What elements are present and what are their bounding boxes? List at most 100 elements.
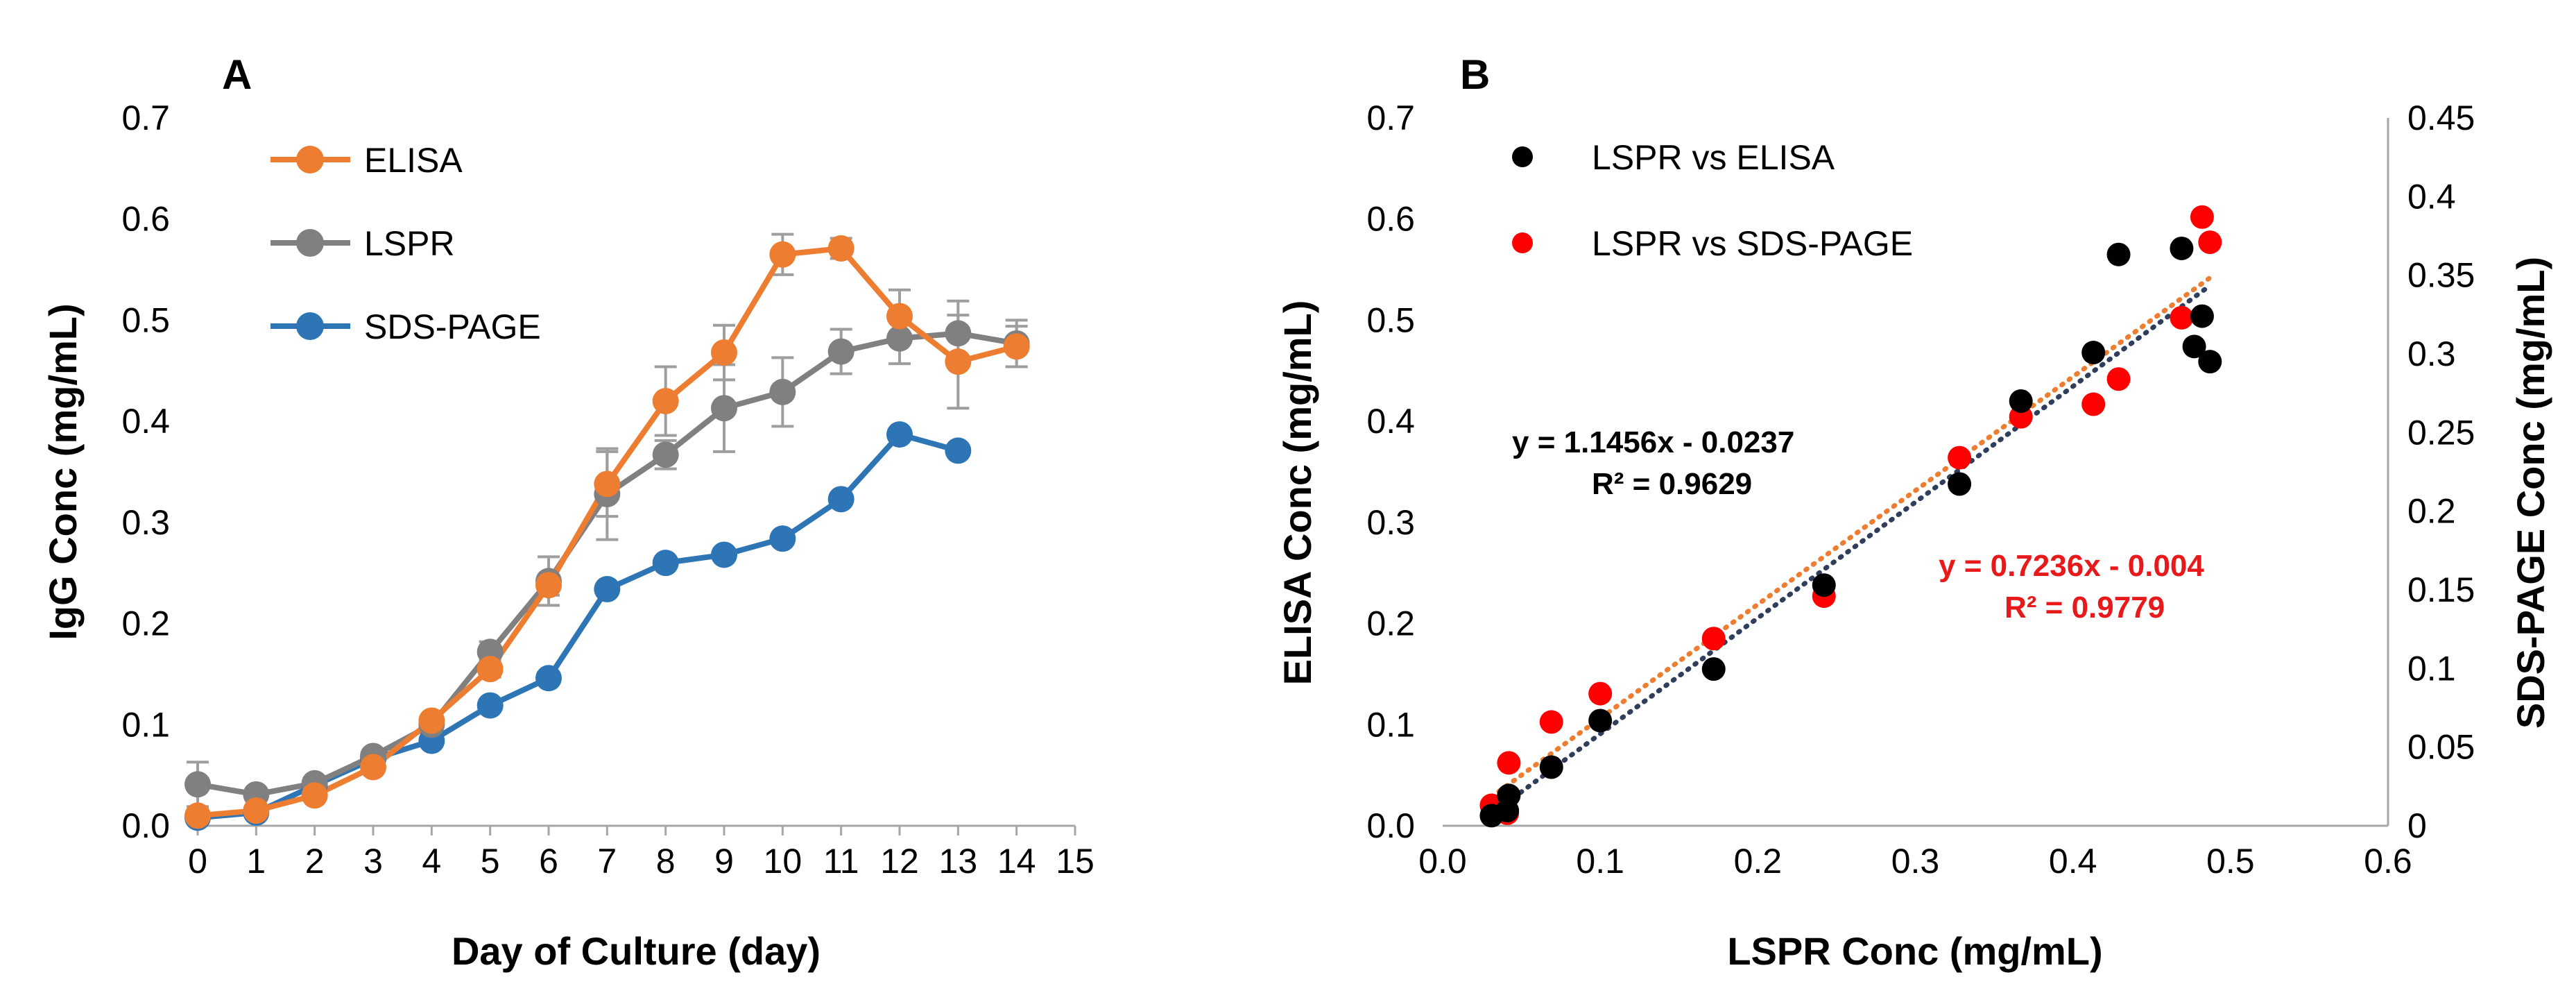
y2-tick-label: 0.15	[2407, 570, 2475, 609]
data-point-lspr-vs-sds-page	[2198, 230, 2222, 255]
data-point-lspr-vs-sds-page	[1948, 445, 1972, 470]
legend-label-lspr: LSPR	[364, 224, 455, 263]
data-point-sds-page	[769, 525, 796, 552]
data-point-lspr	[711, 395, 737, 422]
data-point-lspr-vs-sds-page	[1588, 681, 1613, 706]
panel-b-y-axis-title: ELISA Conc (mg/mL)	[1276, 300, 1319, 686]
panel-b-legend: LSPR vs ELISA LSPR vs SDS-PAGE	[1512, 138, 1913, 263]
legend-marker-sds-page	[296, 312, 324, 340]
data-point-lspr-vs-elisa	[1701, 657, 1726, 681]
data-point-lspr-vs-elisa	[2081, 341, 2106, 365]
data-point-lspr-vs-sds-page	[1701, 627, 1726, 651]
y-tick-label: 0.3	[1366, 503, 1415, 542]
data-point-elisa	[652, 388, 679, 414]
data-point-elisa	[827, 235, 855, 262]
data-point-elisa	[769, 241, 796, 268]
panel-b-scatter-chart: B 0.0 0.1 0.2 0.3 0.4 0.5 0.6 0.00.10.20.30.40…	[1276, 51, 2552, 973]
data-point-sds-page	[652, 550, 679, 577]
x-tick-label: 0.2	[1734, 842, 1783, 881]
data-point-elisa	[535, 572, 562, 599]
y2-tick-label: 0.35	[2407, 256, 2475, 295]
y2-tick-label: 0.3	[2407, 334, 2456, 373]
panel-b-y-tick-labels: 0.0 0.1 0.2 0.3 0.4 0.5 0.6 0.7	[1366, 99, 1415, 845]
y-tick-label: 0.2	[1366, 604, 1415, 643]
data-point-sds-page	[945, 437, 972, 464]
panel-a-x-axis-title: Day of Culture (day)	[452, 929, 821, 973]
legend-marker-elisa	[296, 146, 324, 173]
data-point-lspr-vs-sds-page	[1497, 751, 1521, 775]
y-tick-label: 0.0	[121, 806, 170, 845]
data-point-lspr-vs-sds-page	[2190, 205, 2214, 229]
data-point-lspr-vs-elisa	[1497, 783, 1521, 808]
panel-a-y-tick-labels: 0.0 0.1 0.2 0.3 0.4 0.5 0.6 0.7	[121, 99, 170, 845]
panel-a-line-chart: A 0 1 2 3 4 5 6 7 8 9 10 11 12 13 14 15 0.00.10.20.30.4…	[41, 51, 1094, 973]
data-point-elisa	[360, 754, 386, 781]
y2-tick-label: 0.05	[2407, 728, 2475, 767]
data-point-elisa	[1003, 333, 1030, 360]
data-point-sds-page	[711, 541, 737, 568]
x-tick-label: 9	[714, 842, 734, 881]
y-tick-label: 0.1	[121, 705, 170, 744]
y2-tick-label: 0	[2407, 806, 2427, 845]
data-point-lspr-vs-sds-page	[1539, 710, 1563, 734]
data-point-lspr-vs-elisa	[1539, 755, 1563, 779]
y2-tick-label: 0.45	[2407, 99, 2475, 137]
panel-a-x-tick-labels: 0 1 2 3 4 5 6 7 8 9 10 11 12 13 14 15	[188, 842, 1094, 881]
panel-b-axes	[1443, 118, 2389, 827]
x-tick-label: 6	[539, 842, 558, 881]
data-point-elisa	[301, 782, 328, 809]
data-point-lspr-vs-elisa	[2106, 242, 2131, 266]
data-point-lspr-vs-elisa	[1812, 573, 1836, 597]
panel-b-trendlines	[1488, 275, 2213, 817]
data-point-sds-page	[535, 665, 562, 692]
panel-b-x-axis-title: LSPR Conc (mg/mL)	[1727, 929, 2102, 973]
y2-tick-label: 0.1	[2407, 649, 2456, 688]
data-point-elisa	[594, 470, 621, 498]
y-tick-label: 0.6	[1366, 200, 1415, 239]
data-point-lspr-vs-elisa	[2182, 334, 2206, 359]
legend-label-elisa: ELISA	[364, 141, 463, 180]
data-point-elisa	[243, 797, 270, 824]
data-point-lspr-vs-elisa	[1588, 708, 1613, 733]
y-tick-label: 0.0	[1366, 806, 1415, 845]
x-tick-label: 0.6	[2364, 842, 2412, 881]
x-tick-label: 3	[363, 842, 383, 881]
data-point-lspr	[769, 378, 796, 405]
data-point-sds-page	[886, 421, 913, 448]
y2-tick-label: 0.2	[2407, 492, 2456, 531]
data-point-lspr-vs-elisa	[1948, 472, 1972, 496]
legend-label-sds-page: SDS-PAGE	[364, 307, 541, 346]
x-tick-label: 1	[246, 842, 266, 881]
data-point-lspr	[886, 325, 913, 352]
legend-marker-lspr	[296, 229, 324, 257]
x-tick-label: 0.5	[2206, 842, 2255, 881]
panel-b-y2-tick-labels: 0 0.05 0.1 0.15 0.2 0.25 0.3 0.35 0.4 0.45	[2407, 99, 2475, 845]
y-tick-label: 0.2	[121, 604, 170, 643]
data-point-elisa	[945, 348, 972, 375]
panel-a-axes	[196, 824, 1076, 835]
panel-a-label: A	[222, 51, 252, 98]
x-tick-label: 0.3	[1891, 842, 1940, 881]
legend-label-lspr-vs-sds-page: LSPR vs SDS-PAGE	[1592, 224, 1913, 263]
y-tick-label: 0.4	[121, 402, 170, 441]
x-tick-label: 8	[656, 842, 676, 881]
x-tick-label: 7	[597, 842, 617, 881]
data-point-lspr	[184, 771, 211, 798]
panel-b-y2-axis-title: SDS-PAGE Conc (mg/mL)	[2509, 257, 2552, 729]
x-tick-label: 5	[481, 842, 500, 881]
panel-b-data-points	[1479, 205, 2222, 828]
legend-marker-lspr-vs-elisa	[1512, 146, 1533, 167]
x-tick-label: 11	[823, 842, 859, 881]
data-point-lspr	[945, 320, 972, 347]
data-point-lspr-vs-elisa	[2170, 236, 2194, 260]
trendline-equation-elisa: y = 1.1456x - 0.0237	[1512, 425, 1794, 459]
data-point-elisa	[184, 802, 211, 829]
panel-b-x-tick-labels: 0.0 0.1 0.2 0.3 0.4 0.5 0.6	[1418, 842, 2412, 881]
data-point-elisa	[711, 339, 737, 366]
y-tick-label: 0.7	[1366, 99, 1415, 137]
data-point-lspr	[827, 338, 855, 365]
data-point-sds-page	[594, 576, 621, 603]
data-point-elisa	[886, 303, 913, 330]
panel-a-y-axis-title: IgG Conc (mg/mL)	[41, 303, 85, 640]
